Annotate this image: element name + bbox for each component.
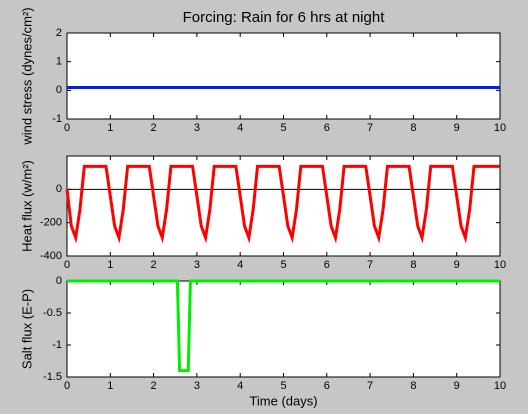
x-tick-label: 7 <box>367 380 373 392</box>
x-tick-label: 10 <box>494 380 506 392</box>
x-tick-label: 5 <box>280 122 286 134</box>
y-tick-label: 2 <box>56 27 62 39</box>
x-tick-label: 0 <box>64 259 70 271</box>
x-tick-label: 3 <box>194 259 200 271</box>
x-tick-label: 9 <box>454 122 460 134</box>
x-tick-label: 2 <box>151 259 157 271</box>
y-tick-label: 0 <box>56 84 62 96</box>
x-tick-label: 3 <box>194 122 200 134</box>
y-tick-label: -1.5 <box>43 371 62 383</box>
y-axis-label: Heat flux (w/m²) <box>19 160 34 252</box>
y-tick-label: 1 <box>56 56 62 68</box>
x-tick-label: 10 <box>494 259 506 271</box>
y-tick-label: 0 <box>56 275 62 287</box>
x-tick-label: 9 <box>454 259 460 271</box>
x-tick-label: 7 <box>367 259 373 271</box>
plot-area <box>66 280 501 378</box>
x-tick-label: 6 <box>324 380 330 392</box>
x-tick-label: 10 <box>494 122 506 134</box>
x-tick-label: 1 <box>107 259 113 271</box>
x-tick-label: 6 <box>324 259 330 271</box>
data-line <box>67 279 500 373</box>
chart-title: Forcing: Rain for 6 hrs at night <box>183 9 386 26</box>
y-tick-label: -1 <box>52 339 62 351</box>
plot-area <box>66 32 501 120</box>
y-tick-label: -400 <box>40 250 62 262</box>
x-axis-label: Time (days) <box>249 393 317 408</box>
x-tick-label: 0 <box>64 122 70 134</box>
x-tick-label: 5 <box>280 259 286 271</box>
x-tick-label: 3 <box>194 380 200 392</box>
x-tick-label: 4 <box>237 122 243 134</box>
x-tick-label: 8 <box>410 122 416 134</box>
x-tick-label: 4 <box>237 380 243 392</box>
x-tick-label: 6 <box>324 122 330 134</box>
y-tick-label: -0.5 <box>43 307 62 319</box>
x-tick-label: 2 <box>151 380 157 392</box>
x-tick-label: 9 <box>454 380 460 392</box>
x-tick-label: 7 <box>367 122 373 134</box>
x-tick-label: 4 <box>237 259 243 271</box>
x-tick-label: 1 <box>107 122 113 134</box>
data-line <box>65 164 500 244</box>
x-tick-label: 2 <box>151 122 157 134</box>
x-tick-label: 1 <box>107 380 113 392</box>
y-tick-label: -200 <box>40 217 62 229</box>
x-tick-label: 8 <box>410 380 416 392</box>
y-tick-label: 0 <box>56 183 62 195</box>
y-tick-label: -1 <box>52 113 62 125</box>
y-axis-label: wind stress (dynes/cm²) <box>19 7 34 145</box>
y-axis-label: Salt flux (E-P) <box>19 289 34 369</box>
x-tick-label: 8 <box>410 259 416 271</box>
x-tick-label: 5 <box>280 380 286 392</box>
x-tick-label: 0 <box>64 380 70 392</box>
